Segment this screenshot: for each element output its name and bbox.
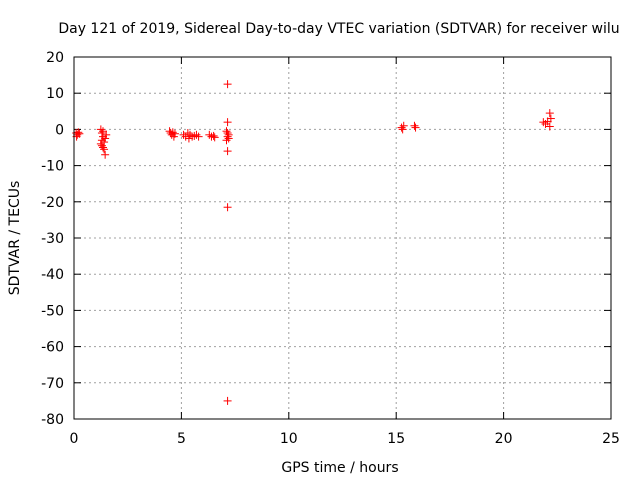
data-point <box>411 123 420 132</box>
data-point <box>74 128 83 137</box>
data-point <box>539 118 548 127</box>
data-point <box>209 131 218 140</box>
data-point <box>101 150 110 159</box>
data-point <box>190 131 199 140</box>
data-point <box>222 136 231 145</box>
data-point <box>170 129 179 138</box>
grid <box>74 57 611 419</box>
chart-title: Day 121 of 2019, Sidereal Day-to-day VTE… <box>58 21 619 37</box>
data-point <box>397 123 406 132</box>
data-point <box>98 127 107 136</box>
data-point <box>194 132 203 141</box>
data-point <box>223 132 232 141</box>
y-tick-label: -60 <box>41 340 64 356</box>
data-point <box>399 121 408 130</box>
data-point <box>222 127 231 136</box>
data-point <box>100 138 109 147</box>
y-tick-label: -30 <box>41 231 64 247</box>
data-point <box>101 134 110 143</box>
data-point <box>168 128 177 137</box>
data-point <box>223 396 232 405</box>
y-tick-label: 10 <box>46 86 64 102</box>
data-point <box>192 130 201 139</box>
data-point <box>100 145 109 154</box>
data-point <box>184 134 193 143</box>
y-tick-label: -40 <box>41 267 64 283</box>
tick-labels: 20 10 0 -10 -20 -30 -40 -50 -60 -70 -80 0 5 10 15 20 25 <box>41 50 620 447</box>
data-point <box>183 129 192 138</box>
data-point <box>97 141 106 150</box>
data-point <box>210 133 219 142</box>
y-tick-label: -20 <box>41 195 64 211</box>
y-tick-label: 20 <box>46 50 64 66</box>
data-point <box>165 127 174 136</box>
data-point <box>223 203 232 212</box>
data-point <box>102 130 111 139</box>
data-point <box>398 125 407 134</box>
data-points <box>72 80 555 405</box>
data-point <box>546 114 555 123</box>
data-point <box>96 125 105 134</box>
data-point <box>205 130 214 139</box>
x-tick-label: 0 <box>70 431 79 447</box>
data-point <box>410 121 419 130</box>
y-tick-label: -80 <box>41 412 64 428</box>
data-point <box>98 143 107 152</box>
x-tick-label: 20 <box>495 431 513 447</box>
y-tick-label: 0 <box>55 122 64 138</box>
y-tick-label: -70 <box>41 376 64 392</box>
x-tick-label: 15 <box>387 431 405 447</box>
y-tick-label: -10 <box>41 159 64 175</box>
data-point <box>545 109 554 118</box>
x-axis-label: GPS time / hours <box>281 460 398 476</box>
data-point <box>224 134 233 143</box>
data-point <box>96 139 105 148</box>
x-tick-label: 10 <box>280 431 298 447</box>
x-tick-label: 25 <box>602 431 620 447</box>
x-tick-label: 5 <box>177 431 186 447</box>
data-point <box>166 129 175 138</box>
data-point <box>223 118 232 127</box>
plot-frame <box>73 56 612 420</box>
data-point <box>223 147 232 156</box>
data-point <box>545 122 554 131</box>
data-point <box>223 80 232 89</box>
y-tick-label: -50 <box>41 303 64 319</box>
data-point <box>207 132 216 141</box>
y-axis-label: SDTVAR / TECUs <box>7 181 23 296</box>
data-point <box>97 129 106 138</box>
